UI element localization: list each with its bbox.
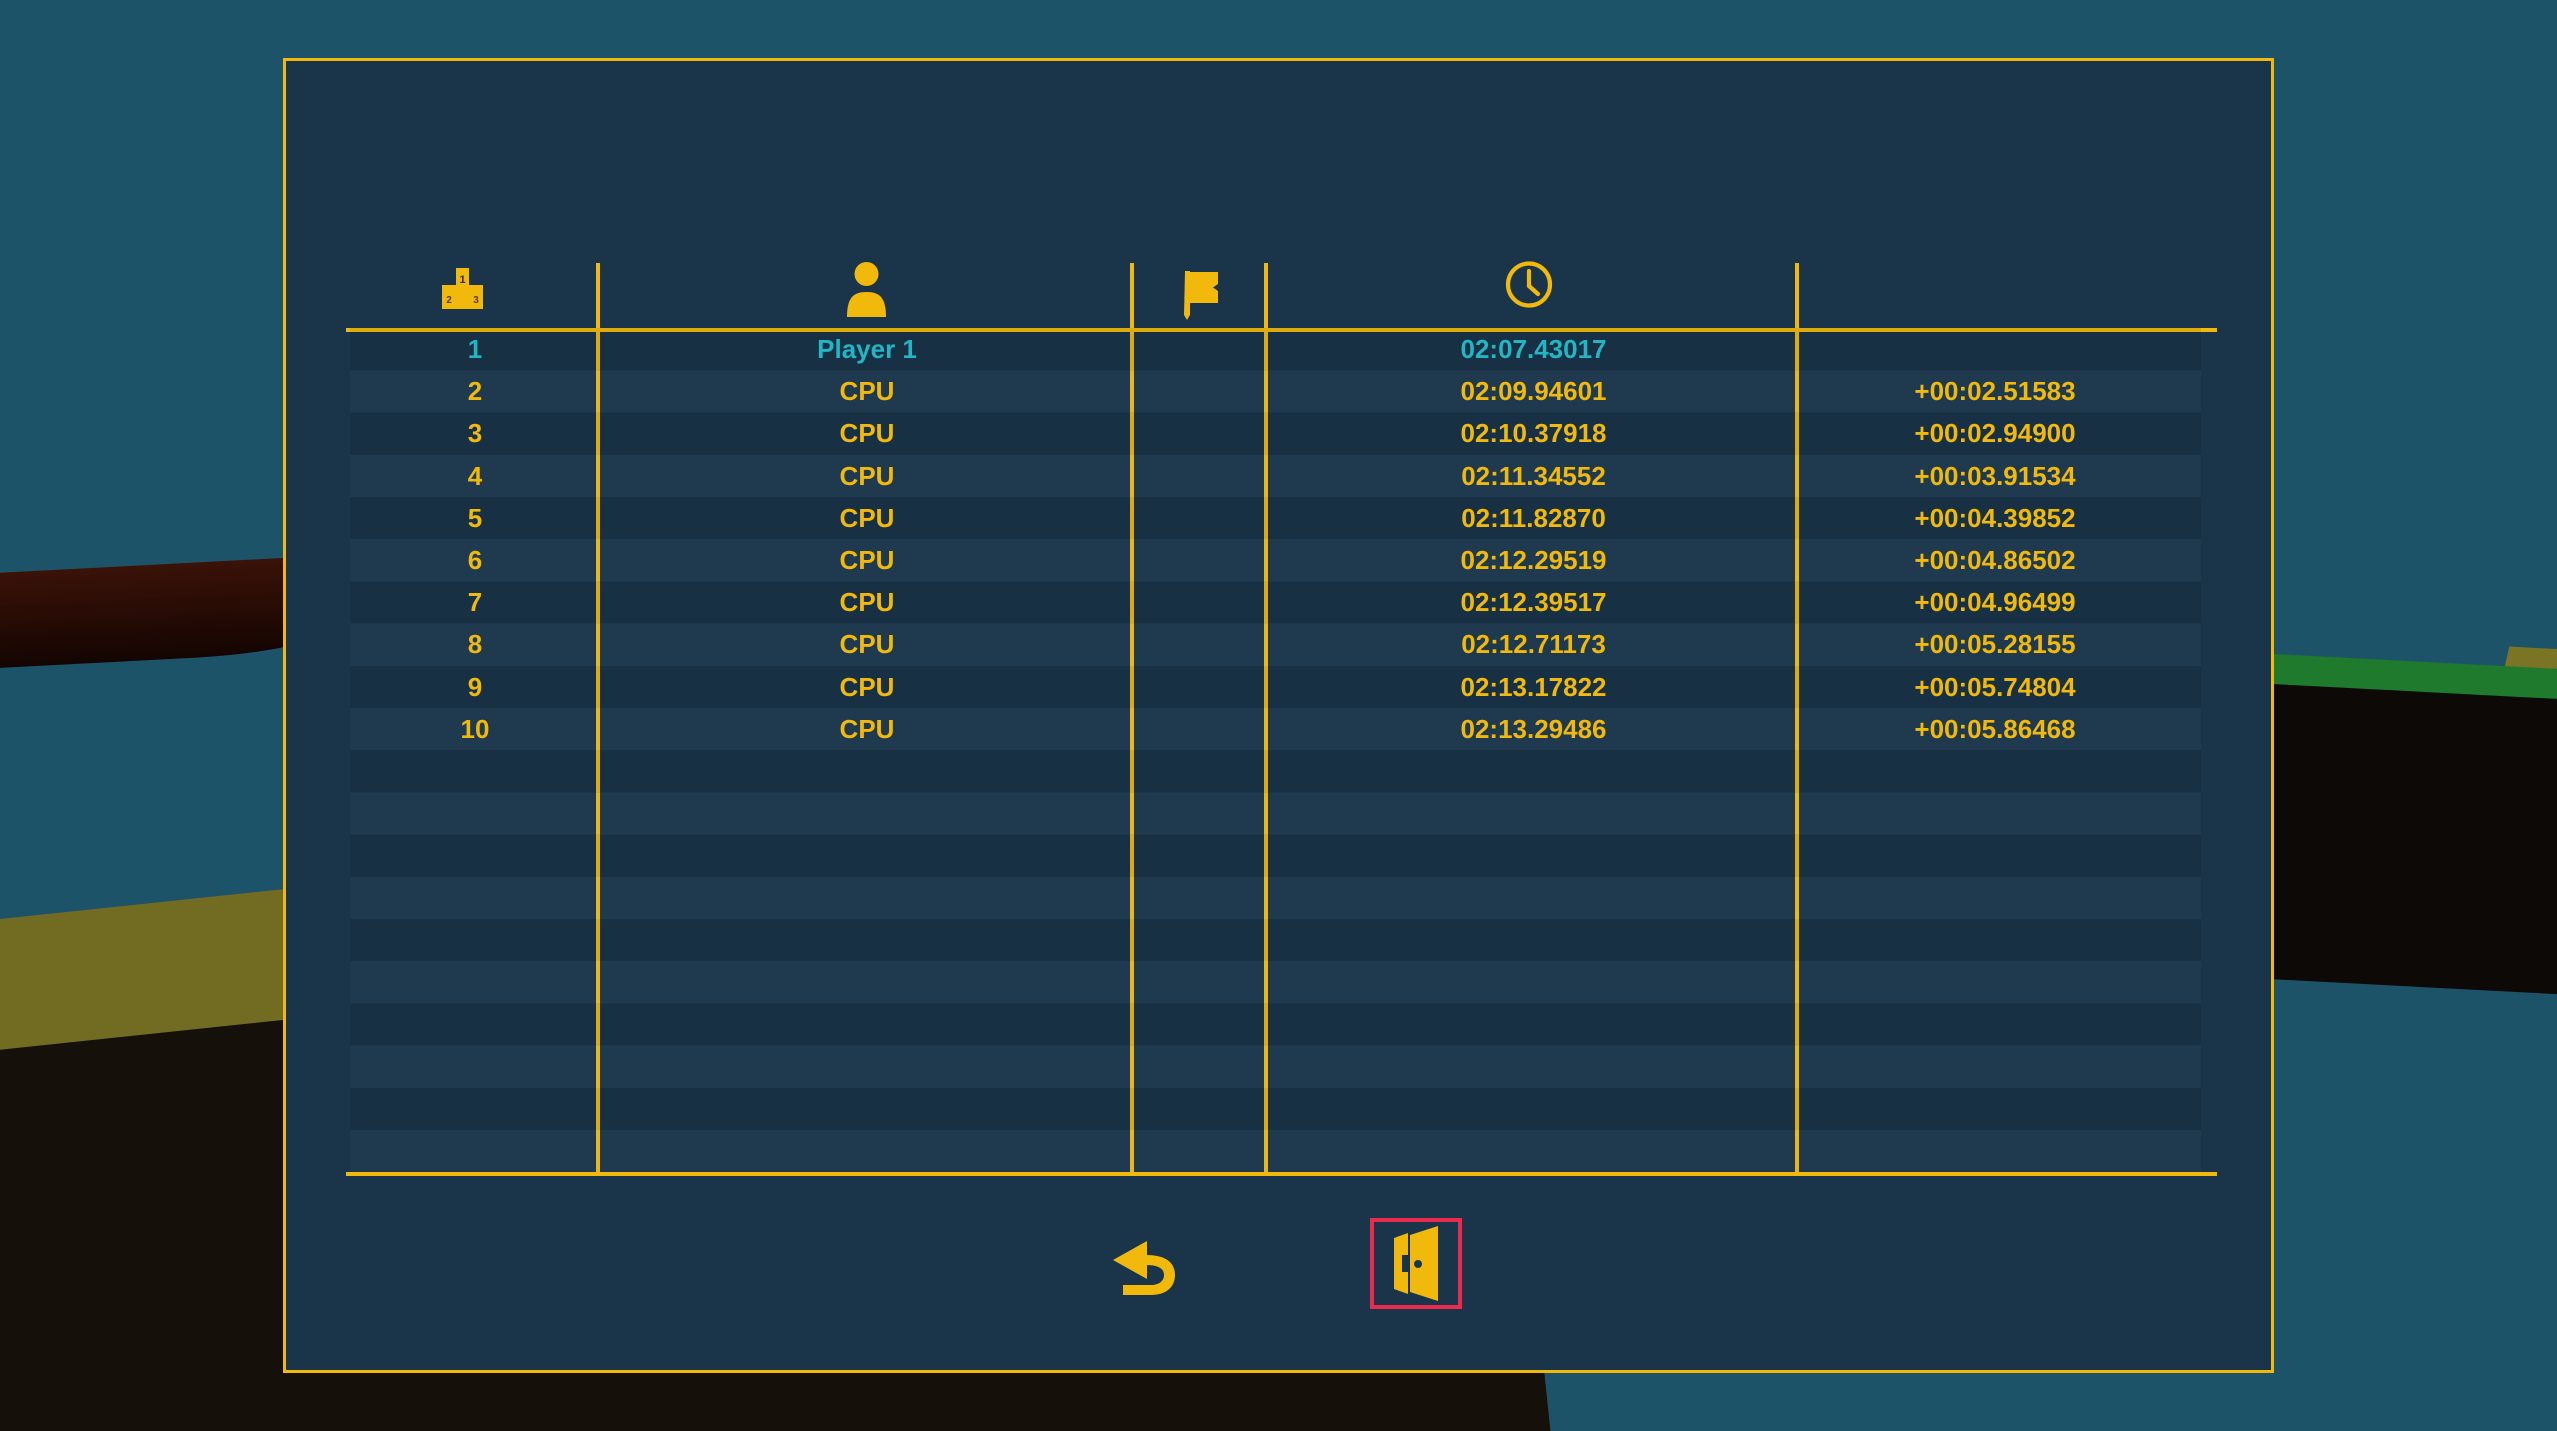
svg-text:1: 1 — [459, 274, 465, 286]
svg-text:3: 3 — [473, 295, 479, 306]
svg-text:2: 2 — [446, 295, 452, 306]
